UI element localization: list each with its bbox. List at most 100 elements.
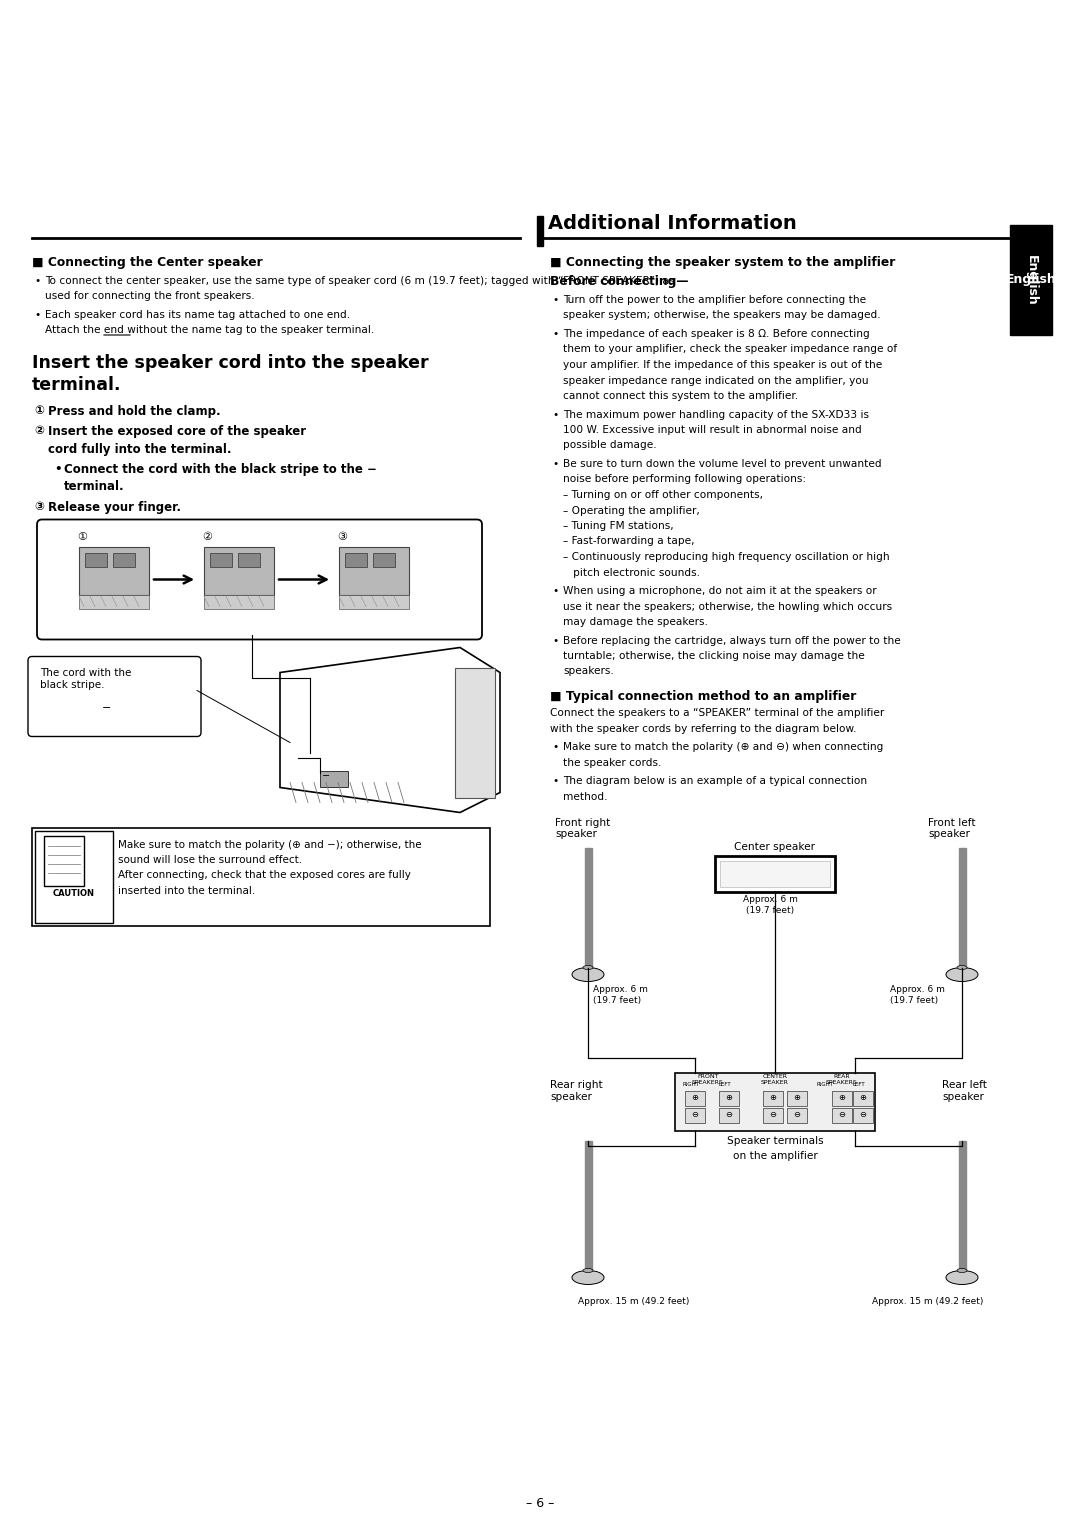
Text: ③: ③	[33, 501, 44, 513]
Text: speaker system; otherwise, the speakers may be damaged.: speaker system; otherwise, the speakers …	[563, 311, 880, 320]
Bar	[44, 836, 84, 885]
Ellipse shape	[583, 966, 593, 969]
Text: Before connecting—: Before connecting—	[550, 276, 689, 288]
Text: •: •	[552, 586, 558, 596]
Text: ⊕: ⊕	[838, 1093, 846, 1102]
Text: Connect the speakers to a “SPEAKER” terminal of the amplifier: Connect the speakers to a “SPEAKER” term…	[550, 709, 885, 718]
Text: •: •	[552, 409, 558, 419]
Text: possible damage.: possible damage.	[563, 441, 657, 450]
Text: ■ Connecting the speaker system to the amplifier: ■ Connecting the speaker system to the a…	[550, 256, 895, 269]
Text: 100 W. Excessive input will result in abnormal noise and: 100 W. Excessive input will result in ab…	[563, 426, 862, 435]
Text: Turn off the power to the amplifier before connecting the: Turn off the power to the amplifier befo…	[563, 295, 866, 305]
Bar	[685, 1090, 705, 1105]
Text: When using a microphone, do not aim it at the speakers or: When using a microphone, do not aim it a…	[563, 586, 877, 596]
Text: ■ Connecting the Center speaker: ■ Connecting the Center speaker	[32, 256, 262, 269]
Text: ②: ②	[202, 533, 212, 542]
Bar	[339, 547, 409, 594]
Bar	[585, 848, 592, 968]
Text: •: •	[552, 459, 558, 468]
Text: ⊕: ⊕	[691, 1093, 699, 1102]
Bar	[455, 668, 495, 798]
Bar	[719, 1107, 739, 1122]
Text: •: •	[54, 462, 62, 476]
Bar	[715, 856, 835, 891]
Bar	[204, 594, 274, 608]
Bar	[959, 848, 966, 968]
Text: The diagram below is an example of a typical connection: The diagram below is an example of a typ…	[563, 776, 867, 787]
Text: terminal.: terminal.	[64, 481, 124, 493]
Text: After connecting, check that the exposed cores are fully: After connecting, check that the exposed…	[118, 871, 410, 880]
Bar	[537, 216, 543, 246]
Text: – Tuning FM stations,: – Tuning FM stations,	[563, 521, 674, 531]
Text: To connect the center speaker, use the same type of speaker cord (6 m (19.7 feet: To connect the center speaker, use the s…	[45, 276, 674, 285]
FancyBboxPatch shape	[37, 519, 482, 640]
Text: them to your amplifier, check the speaker impedance range of: them to your amplifier, check the speake…	[563, 344, 897, 355]
Text: – Fast-forwarding a tape,: – Fast-forwarding a tape,	[563, 536, 694, 547]
Text: speaker impedance range indicated on the amplifier, you: speaker impedance range indicated on the…	[563, 375, 868, 386]
Text: LEFT: LEFT	[853, 1082, 865, 1087]
Text: Speaker terminals: Speaker terminals	[727, 1136, 823, 1145]
Text: Before replacing the cartridge, always turn off the power to the: Before replacing the cartridge, always t…	[563, 635, 901, 646]
Text: ⊕: ⊕	[726, 1093, 732, 1102]
Ellipse shape	[957, 966, 967, 969]
Text: REAR
SPEAKERS: REAR SPEAKERS	[826, 1075, 858, 1085]
Text: the speaker cords.: the speaker cords.	[563, 758, 661, 769]
Text: terminal.: terminal.	[32, 377, 121, 395]
Text: Each speaker cord has its name tag attached to one end.: Each speaker cord has its name tag attac…	[45, 309, 350, 320]
Text: ⊕: ⊕	[860, 1093, 866, 1102]
Bar	[35, 830, 113, 923]
Bar	[320, 770, 348, 787]
Text: may damage the speakers.: may damage the speakers.	[563, 617, 707, 628]
Text: on the amplifier: on the amplifier	[732, 1151, 818, 1160]
Bar	[832, 1107, 852, 1122]
Text: •: •	[33, 309, 40, 320]
Text: English: English	[1005, 274, 1056, 286]
Text: Rear left
speaker: Rear left speaker	[942, 1081, 987, 1102]
Text: ①: ①	[77, 533, 87, 542]
Text: −: −	[322, 770, 330, 781]
Ellipse shape	[946, 968, 978, 981]
Bar	[853, 1090, 873, 1105]
Text: – Turning on or off other components,: – Turning on or off other components,	[563, 490, 762, 501]
Text: – 6 –: – 6 –	[526, 1497, 554, 1510]
Text: Center speaker: Center speaker	[734, 842, 815, 851]
Bar	[210, 553, 232, 566]
Bar	[204, 547, 274, 594]
Text: used for connecting the front speakers.: used for connecting the front speakers.	[45, 291, 255, 302]
Text: speakers.: speakers.	[563, 666, 613, 677]
Bar	[762, 1090, 783, 1105]
Text: Approx. 15 m (49.2 feet): Approx. 15 m (49.2 feet)	[872, 1297, 984, 1306]
Text: noise before performing following operations:: noise before performing following operat…	[563, 475, 806, 484]
Text: ③: ③	[337, 533, 347, 542]
Text: turntable; otherwise, the clicking noise may damage the: turntable; otherwise, the clicking noise…	[563, 651, 865, 661]
Bar	[720, 860, 831, 886]
Text: ⊖: ⊖	[794, 1110, 800, 1119]
Text: LEFT: LEFT	[718, 1082, 731, 1087]
Text: The cord with the
black stripe.: The cord with the black stripe.	[40, 669, 132, 690]
Text: Release your finger.: Release your finger.	[48, 501, 181, 513]
Bar	[79, 594, 149, 608]
Bar	[787, 1090, 807, 1105]
Text: ⊖: ⊖	[726, 1110, 732, 1119]
Text: English: English	[1025, 254, 1038, 305]
Text: Make sure to match the polarity (⊕ and −); otherwise, the: Make sure to match the polarity (⊕ and −…	[118, 839, 421, 850]
Ellipse shape	[946, 1271, 978, 1285]
Ellipse shape	[957, 1269, 967, 1272]
Text: ②: ②	[33, 424, 44, 438]
Bar	[113, 553, 135, 566]
Bar	[675, 1073, 875, 1130]
Text: •: •	[552, 329, 558, 338]
Text: inserted into the terminal.: inserted into the terminal.	[118, 886, 255, 896]
Text: ⊖: ⊖	[838, 1110, 846, 1119]
Bar	[1010, 225, 1052, 335]
Text: cannot connect this system to the amplifier.: cannot connect this system to the amplif…	[563, 390, 798, 401]
Text: •: •	[552, 776, 558, 787]
Bar	[832, 1090, 852, 1105]
Text: Approx. 15 m (49.2 feet): Approx. 15 m (49.2 feet)	[578, 1297, 689, 1306]
Text: •: •	[552, 743, 558, 753]
Bar	[32, 827, 490, 926]
Text: – Continuously reproducing high frequency oscillation or high: – Continuously reproducing high frequenc…	[563, 553, 890, 562]
Bar	[685, 1107, 705, 1122]
Text: Approx. 6 m
(19.7 feet): Approx. 6 m (19.7 feet)	[743, 896, 797, 916]
Bar	[853, 1107, 873, 1122]
